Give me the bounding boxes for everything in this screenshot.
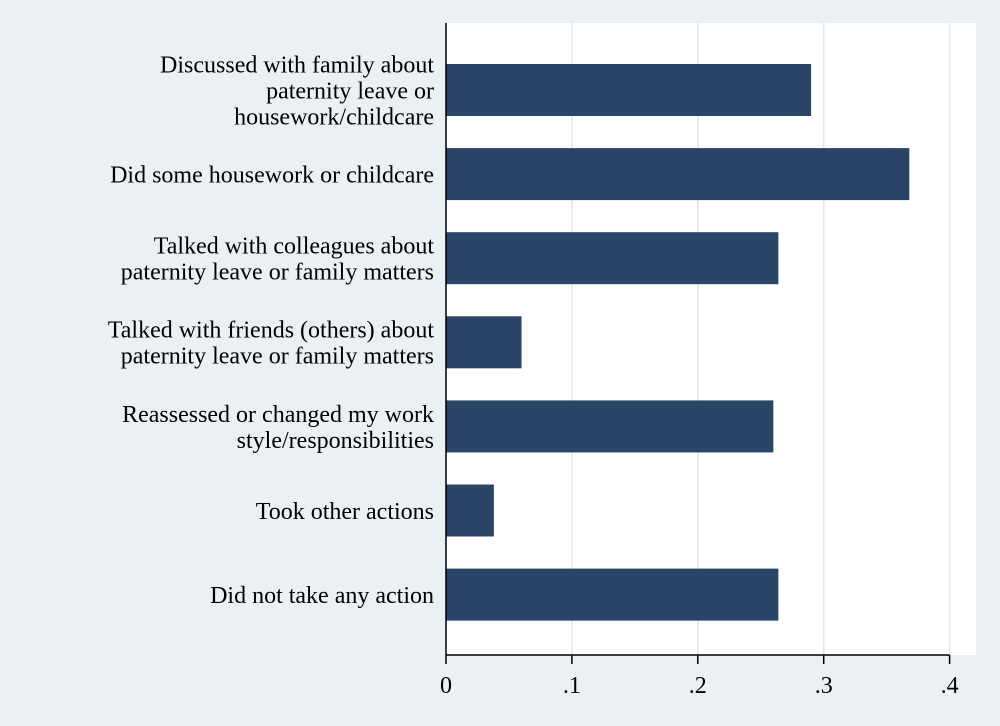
- x-axis: 0 .1 .2 .3 .4: [440, 23, 959, 699]
- bar: [446, 484, 494, 537]
- category-label-line: style/responsibilities: [237, 428, 434, 454]
- x-tick-label: .2: [689, 673, 707, 699]
- bar: [446, 64, 812, 116]
- category-label-line: paternity leave or: [266, 78, 434, 104]
- category-label: Took other actions: [256, 499, 434, 525]
- category-label-line: Talked with friends (others) about: [108, 318, 435, 344]
- category-label: Reassessed or changed my work style/respo…: [122, 402, 434, 454]
- category-label-line: paternity leave or family matters: [121, 260, 434, 286]
- category-label-line: Did not take any action: [210, 583, 434, 609]
- bar: [446, 400, 774, 453]
- category-label: Talked with friends (others) about patern…: [108, 318, 435, 370]
- bar: [446, 316, 522, 369]
- x-tick-label: .1: [563, 673, 581, 699]
- category-label-line: Reassessed or changed my work: [122, 402, 434, 428]
- bar: [446, 568, 779, 621]
- grid-lines: [571, 23, 951, 655]
- category-label-line: Did some housework or childcare: [110, 163, 434, 189]
- bars: [446, 64, 910, 621]
- category-label: Talked with colleagues about paternity le…: [121, 234, 435, 286]
- category-label-line: housework/childcare: [234, 104, 434, 130]
- bar: [446, 232, 779, 285]
- x-tick-label: .4: [941, 673, 959, 699]
- plot-area: [446, 23, 976, 655]
- category-label-line: paternity leave or family matters: [121, 344, 434, 370]
- category-label: Discussed with family about paternity lea…: [160, 52, 434, 130]
- category-label: Did some housework or childcare: [110, 163, 434, 189]
- category-label-line: Discussed with family about: [160, 52, 434, 78]
- category-label-line: Talked with colleagues about: [154, 234, 435, 260]
- category-label-line: Took other actions: [256, 499, 434, 525]
- category-labels: Discussed with family about paternity lea…: [108, 52, 435, 609]
- x-tick-label: .3: [815, 673, 833, 699]
- x-tick-label: 0: [440, 673, 452, 699]
- category-label: Did not take any action: [210, 583, 434, 609]
- bar: [446, 148, 910, 201]
